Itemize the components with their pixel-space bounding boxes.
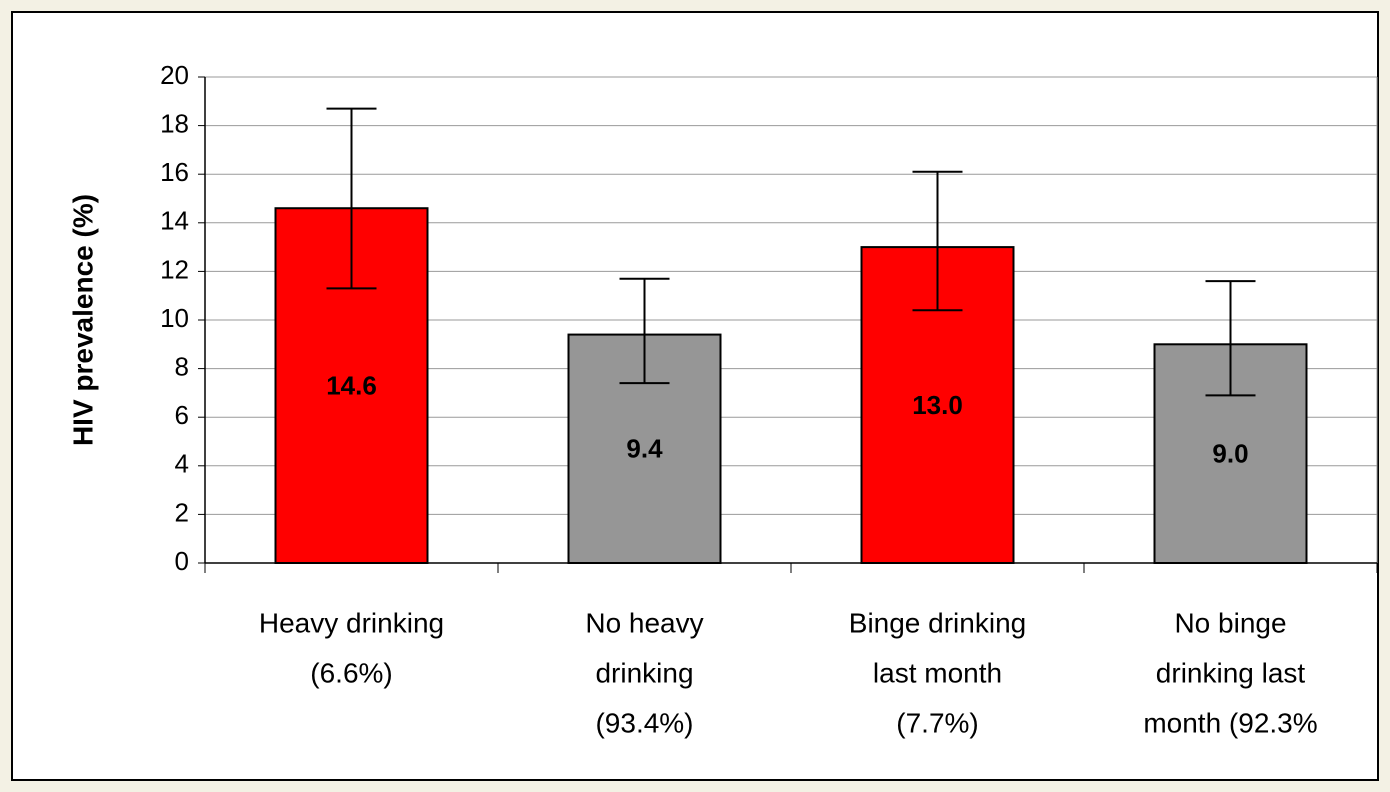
data-label: 13.0 (912, 390, 963, 420)
error-bar (912, 170, 963, 312)
y-tick-label: 2 (175, 497, 189, 527)
error-bar (619, 277, 670, 385)
error-bar (1205, 280, 1256, 397)
x-tick-label: drinking last (1156, 657, 1306, 688)
x-tick-label: (6.6%) (310, 657, 392, 688)
data-label: 9.0 (1212, 439, 1248, 469)
x-tick-label: Binge drinking (849, 607, 1026, 638)
data-label: 14.6 (326, 370, 377, 400)
y-tick-label: 18 (160, 108, 189, 138)
data-label: 9.4 (626, 434, 663, 464)
y-tick-label: 12 (160, 254, 189, 284)
error-bar (326, 107, 377, 290)
y-tick-label: 16 (160, 157, 189, 187)
y-axis-title: HIV prevalence (%) (67, 194, 98, 446)
x-tick-label: last month (873, 657, 1002, 688)
x-tick-label: (93.4%) (595, 707, 693, 738)
y-tick-label: 14 (160, 206, 189, 236)
y-tick-label: 20 (160, 60, 189, 90)
y-tick-label: 0 (175, 546, 189, 576)
x-tick-label: (7.7%) (896, 707, 978, 738)
x-tick-label: No binge (1174, 607, 1286, 638)
y-tick-label: 6 (175, 400, 189, 430)
x-tick-label: drinking (595, 657, 693, 688)
x-tick-label: Heavy drinking (259, 607, 444, 638)
y-tick-label: 4 (175, 449, 189, 479)
y-tick-label: 8 (175, 351, 189, 381)
y-tick-label: 10 (160, 303, 189, 333)
x-tick-label: No heavy (585, 607, 703, 638)
x-tick-label: month (92.3% (1143, 707, 1317, 738)
